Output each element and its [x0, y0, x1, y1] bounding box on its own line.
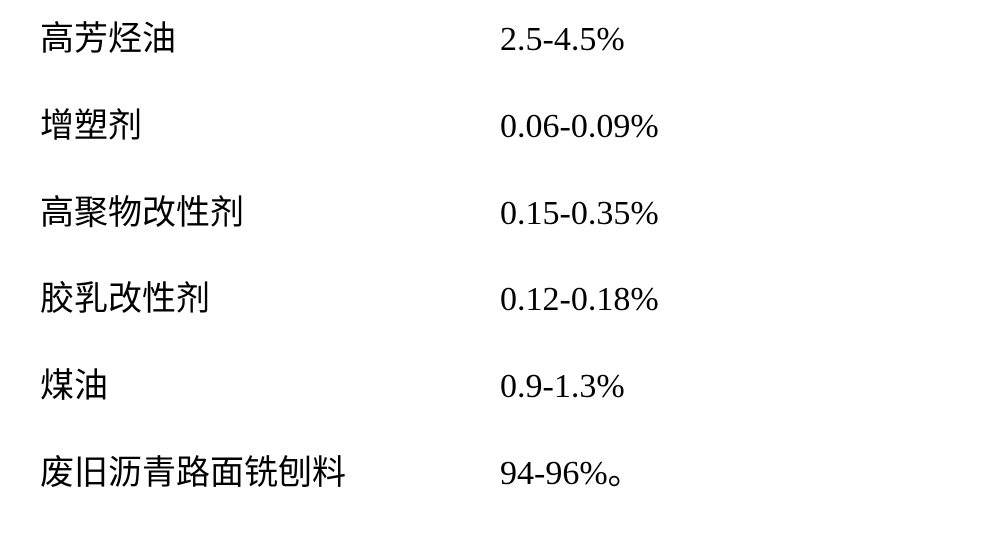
table-row: 增塑剂 0.06-0.09%	[40, 107, 950, 148]
table-row: 高聚物改性剂 0.15-0.35%	[40, 194, 950, 235]
table-row: 胶乳改性剂 0.12-0.18%	[40, 280, 950, 321]
table-row: 高芳烃油 2.5-4.5%	[40, 20, 950, 61]
row-label: 增塑剂	[40, 107, 500, 148]
row-value: 2.5-4.5%	[500, 20, 625, 61]
row-value: 0.9-1.3%	[500, 367, 625, 408]
row-label: 高聚物改性剂	[40, 194, 500, 235]
row-label: 高芳烃油	[40, 20, 500, 61]
row-label: 胶乳改性剂	[40, 280, 500, 321]
row-label: 煤油	[40, 367, 500, 408]
row-value: 0.12-0.18%	[500, 280, 659, 321]
row-label: 废旧沥青路面铣刨料	[40, 454, 500, 495]
composition-table: 高芳烃油 2.5-4.5% 增塑剂 0.06-0.09% 高聚物改性剂 0.15…	[0, 0, 990, 515]
table-row: 煤油 0.9-1.3%	[40, 367, 950, 408]
row-value: 94-96%。	[500, 454, 642, 495]
table-row: 废旧沥青路面铣刨料 94-96%。	[40, 454, 950, 495]
row-value: 0.15-0.35%	[500, 194, 659, 235]
row-value: 0.06-0.09%	[500, 107, 659, 148]
